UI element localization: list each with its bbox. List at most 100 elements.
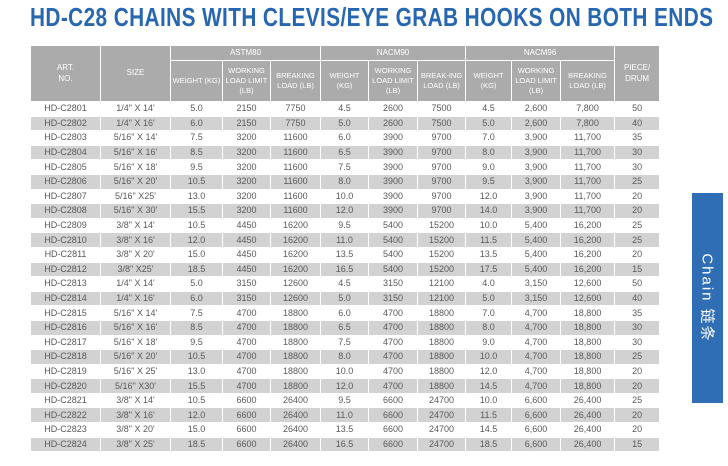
cell-nacm90-weight: 13.5 xyxy=(320,422,370,438)
cell-nacm96-breaking: 11,700 xyxy=(560,203,616,219)
cell-nacm90-breaking: 12100 xyxy=(417,276,467,292)
cell-nacm96-wll: 2,600 xyxy=(511,101,562,117)
cell-art-no: HD-C2817 xyxy=(30,334,101,351)
cell-nacm90-breaking: 15200 xyxy=(417,246,467,263)
cell-size: 3/8" X 20' xyxy=(100,246,171,263)
cell-nacm90-weight: 7.5 xyxy=(320,334,370,351)
cell-nacm96-weight: 12.0 xyxy=(465,188,513,205)
cell-nacm90-weight: 7.5 xyxy=(320,159,370,175)
cell-piece-drum: 35 xyxy=(614,305,661,321)
cell-nacm96-wll: 3,900 xyxy=(511,188,562,205)
cell-astm80-weight: 10.5 xyxy=(170,173,223,190)
cell-astm80-breaking: 16200 xyxy=(269,246,322,263)
cell-nacm96-breaking: 26,400 xyxy=(560,422,616,438)
cell-piece-drum: 50 xyxy=(614,276,661,292)
cell-art-no: HD-C2815 xyxy=(30,305,101,321)
cell-astm80-breaking: 11600 xyxy=(269,130,322,146)
cell-nacm90-weight: 8.0 xyxy=(320,349,370,365)
cell-piece-drum: 20 xyxy=(614,188,661,205)
cell-astm80-wll: 4700 xyxy=(222,305,271,321)
cell-astm80-weight: 9.5 xyxy=(170,159,223,175)
table-row: HD-C2811 3/8" X 20' 15.0 4450 16200 13.5… xyxy=(30,246,661,263)
cell-astm80-wll: 2150 xyxy=(222,115,271,132)
cell-nacm90-weight: 11.0 xyxy=(320,407,370,424)
group-header-astm80: ASTM80 xyxy=(169,45,322,61)
cell-piece-drum: 20 xyxy=(614,203,661,219)
cell-nacm90-wll: 5400 xyxy=(368,232,419,248)
cell-astm80-wll: 3200 xyxy=(222,188,271,205)
cell-size: 5/16" X 25' xyxy=(100,363,171,380)
cell-astm80-wll: 4700 xyxy=(222,378,271,394)
cell-astm80-weight: 13.0 xyxy=(170,363,223,380)
cell-size: 3/8" X 16' xyxy=(100,407,171,424)
column-header-astm80-wll: WORKING LOAD LIMIT (LB) xyxy=(222,60,271,102)
cell-art-no: HD-C2823 xyxy=(30,422,101,438)
cell-piece-drum: 30 xyxy=(614,159,661,175)
cell-nacm96-wll: 4,700 xyxy=(511,334,562,351)
cell-nacm96-breaking: 26,400 xyxy=(560,392,616,409)
cell-nacm90-weight: 8.0 xyxy=(320,173,370,190)
cell-piece-drum: 20 xyxy=(614,407,661,424)
cell-nacm90-breaking: 18800 xyxy=(417,319,467,336)
cell-astm80-weight: 15.5 xyxy=(170,203,223,219)
cell-nacm90-breaking: 18800 xyxy=(417,363,467,380)
cell-nacm96-wll: 3,150 xyxy=(511,290,562,307)
cell-nacm96-weight: 8.0 xyxy=(465,319,513,336)
cell-astm80-breaking: 12600 xyxy=(269,276,322,292)
cell-astm80-wll: 6600 xyxy=(222,436,271,453)
cell-astm80-breaking: 18800 xyxy=(269,334,322,351)
cell-astm80-weight: 6.0 xyxy=(170,115,223,132)
cell-nacm96-breaking: 26,400 xyxy=(560,436,616,453)
table-row: HD-C2809 3/8" X 14' 10.5 4450 16200 9.5 … xyxy=(30,217,661,234)
cell-size: 3/8" X 14' xyxy=(100,392,171,409)
table-row: HD-C2812 3/8" X25' 18.5 4450 16200 16.5 … xyxy=(30,261,661,278)
cell-nacm96-wll: 6,600 xyxy=(511,422,562,438)
cell-nacm90-weight: 6.5 xyxy=(320,319,370,336)
cell-nacm96-breaking: 12,600 xyxy=(560,276,616,292)
cell-nacm90-wll: 2600 xyxy=(368,115,419,132)
cell-astm80-wll: 2150 xyxy=(222,101,271,117)
cell-piece-drum: 20 xyxy=(614,378,661,394)
cell-nacm90-breaking: 7500 xyxy=(417,115,467,132)
chain-category-tab[interactable]: Chain 链条 xyxy=(692,193,723,403)
table-row: HD-C2808 5/16" X 30' 15.5 3200 11600 12.… xyxy=(30,203,661,219)
cell-piece-drum: 15 xyxy=(614,261,661,278)
cell-nacm90-wll: 5400 xyxy=(368,217,419,234)
cell-nacm90-weight: 11.0 xyxy=(320,232,370,248)
cell-art-no: HD-C2811 xyxy=(30,246,101,263)
cell-nacm96-wll: 2,600 xyxy=(511,115,562,132)
cell-nacm96-wll: 4,700 xyxy=(511,349,562,365)
cell-size: 5/16" X 18' xyxy=(100,159,171,175)
cell-astm80-breaking: 7750 xyxy=(269,115,322,132)
table-row: HD-C2807 5/16" X25' 13.0 3200 11600 10.0… xyxy=(30,188,661,205)
cell-nacm90-wll: 3900 xyxy=(368,144,419,161)
cell-art-no: HD-C2806 xyxy=(30,173,101,190)
cell-nacm96-wll: 5,400 xyxy=(511,261,562,278)
cell-nacm90-breaking: 24700 xyxy=(417,436,467,453)
cell-art-no: HD-C2802 xyxy=(30,115,101,132)
cell-art-no: HD-C2809 xyxy=(30,217,101,234)
cell-astm80-wll: 3200 xyxy=(222,203,271,219)
cell-art-no: HD-C2805 xyxy=(30,159,101,175)
cell-nacm96-weight: 12.0 xyxy=(465,363,513,380)
cell-nacm90-breaking: 9700 xyxy=(417,173,467,190)
cell-astm80-breaking: 11600 xyxy=(269,159,322,175)
column-header-size: SIZE xyxy=(100,45,171,102)
cell-astm80-wll: 3200 xyxy=(222,130,271,146)
cell-astm80-wll: 3200 xyxy=(222,144,271,161)
cell-nacm90-weight: 5.0 xyxy=(320,290,370,307)
cell-nacm96-weight: 11.5 xyxy=(465,232,513,248)
column-header-nacm96-breaking: BREAKING LOAD (LB) xyxy=(560,60,616,102)
column-header-nacm96-weight: WEIGHT (KG) xyxy=(465,60,513,102)
cell-nacm96-weight: 8.0 xyxy=(465,144,513,161)
cell-nacm96-wll: 6,600 xyxy=(511,392,562,409)
table-row: HD-C2817 5/16" X 18' 9.5 4700 18800 7.5 … xyxy=(30,334,661,351)
cell-astm80-wll: 4700 xyxy=(222,363,271,380)
cell-astm80-breaking: 18800 xyxy=(269,305,322,321)
table-row: HD-C2806 5/16" X 20' 10.5 3200 11600 8.0… xyxy=(30,173,661,190)
cell-nacm90-wll: 2600 xyxy=(368,101,419,117)
cell-nacm96-weight: 9.0 xyxy=(465,159,513,175)
cell-nacm90-wll: 3900 xyxy=(368,188,419,205)
cell-nacm96-breaking: 16,200 xyxy=(560,232,616,248)
cell-nacm96-breaking: 11,700 xyxy=(560,144,616,161)
